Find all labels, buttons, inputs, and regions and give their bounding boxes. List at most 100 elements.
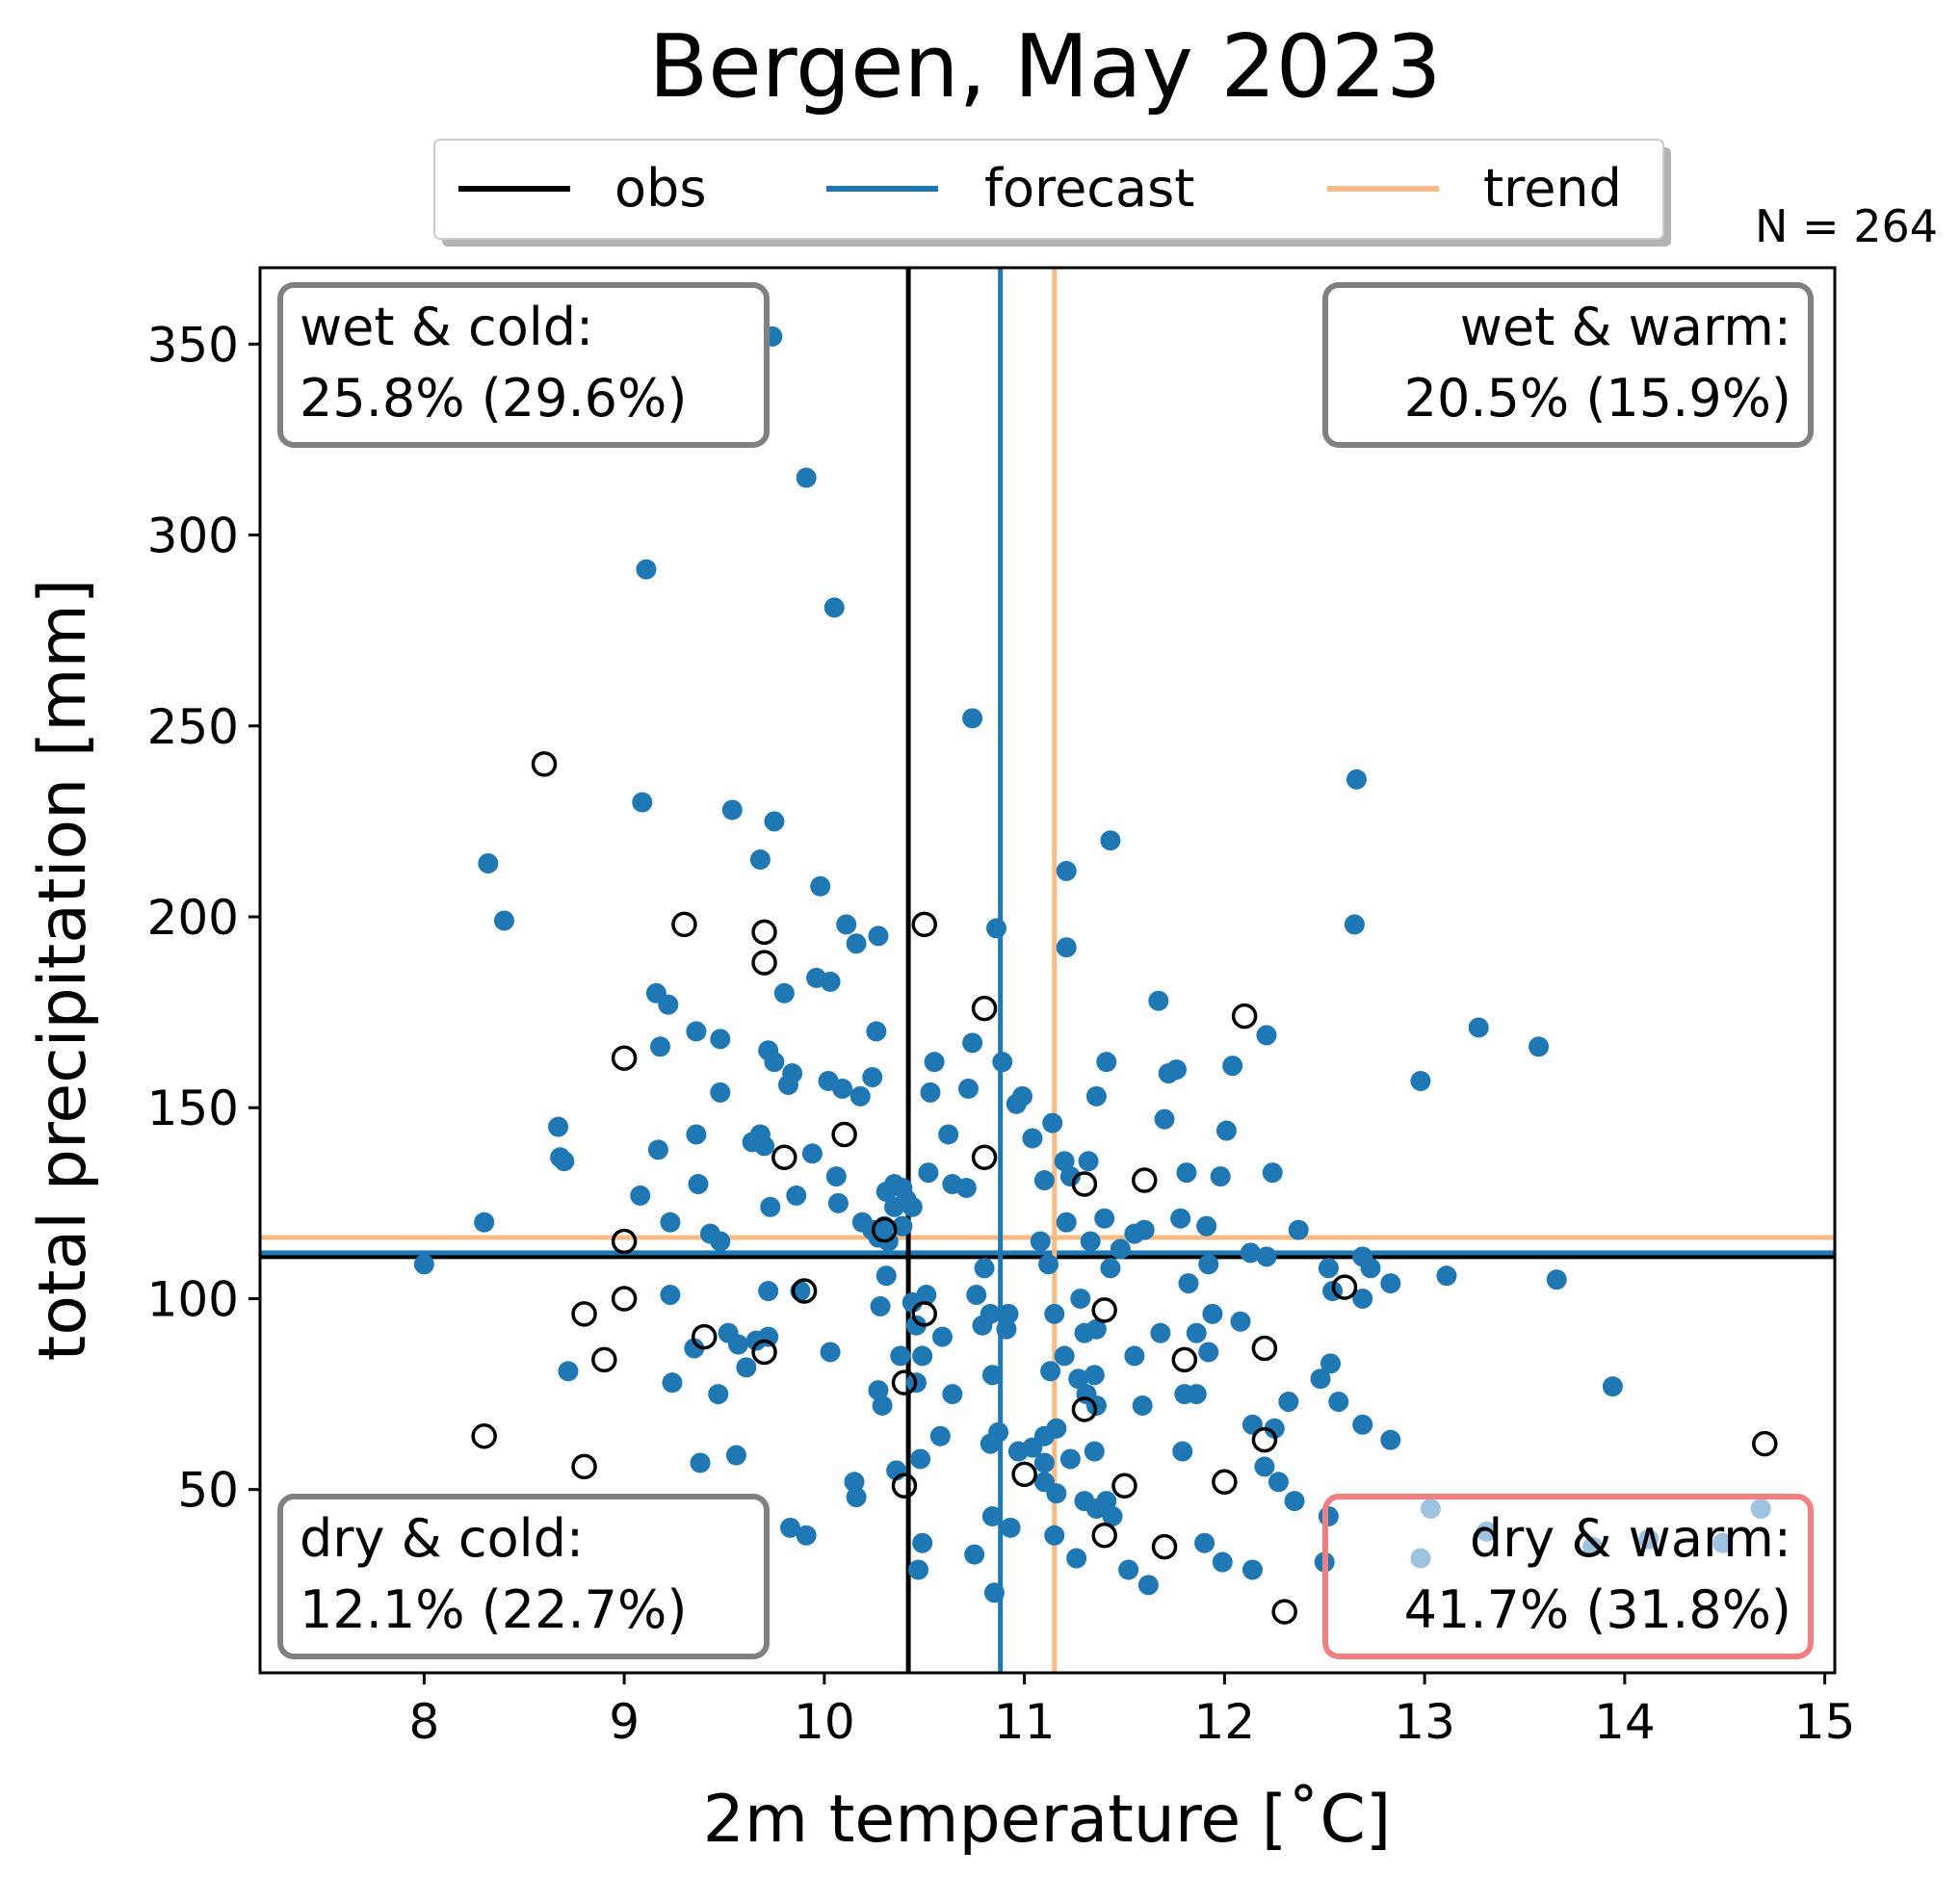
forecast-point	[1033, 1452, 1055, 1473]
forecast-point	[1084, 1365, 1105, 1386]
forecast-point	[938, 1124, 959, 1145]
obs-point	[751, 950, 777, 976]
forecast-point	[413, 1254, 434, 1275]
forecast-point	[1056, 937, 1077, 958]
forecast-point	[721, 799, 743, 821]
forecast-point	[1176, 1162, 1197, 1184]
forecast-point	[1241, 1559, 1263, 1580]
obs-point	[611, 1045, 638, 1071]
y-axis-label: total precipitation [mm]	[25, 579, 101, 1362]
forecast-point	[1150, 1322, 1171, 1343]
obs-point	[1071, 1396, 1098, 1422]
y-tick-label: 50	[177, 1463, 239, 1519]
quadrant-dry-warm-values: 41.7% (31.8%)	[1404, 1579, 1791, 1640]
forecast-point	[478, 852, 499, 873]
y-tick-label: 300	[147, 508, 239, 564]
forecast-point	[1110, 1238, 1131, 1260]
forecast-point	[1054, 1151, 1075, 1172]
forecast-point	[942, 1384, 963, 1405]
obs-point	[1091, 1297, 1117, 1323]
obs-point	[751, 1339, 777, 1366]
forecast-point	[868, 925, 889, 947]
x-tick-label: 15	[1794, 1694, 1856, 1750]
x-axis-label: 2m temperature [˚C]	[703, 1782, 1392, 1858]
forecast-point-faded	[1410, 1548, 1431, 1569]
forecast-point	[1137, 1575, 1159, 1596]
forecast-point	[630, 1185, 651, 1206]
y-axis: 50 100 150 200 250 300 350	[147, 317, 260, 1519]
obs-point	[471, 1422, 497, 1449]
forecast-point	[1040, 1361, 1061, 1382]
forecast-point	[493, 910, 514, 931]
forecast-point	[974, 1258, 995, 1279]
forecast-point	[866, 1021, 887, 1042]
quadrant-wet-warm-title: wet & warm:	[1460, 297, 1791, 357]
legend-label-obs: obs	[614, 158, 706, 219]
obs-point	[831, 1121, 857, 1148]
quadrant-dry-cold-box	[277, 1494, 770, 1659]
forecast-point	[1022, 1128, 1043, 1149]
obs-point	[671, 911, 697, 938]
forecast-point	[1320, 1353, 1341, 1374]
forecast-point	[647, 1139, 668, 1160]
forecast-point	[981, 1505, 1003, 1526]
forecast-point	[1044, 1303, 1065, 1324]
forecast-point	[1546, 1269, 1567, 1290]
obs-point	[971, 995, 998, 1022]
forecast-point	[686, 1021, 707, 1042]
obs-point	[1132, 1167, 1158, 1193]
forecast-point	[684, 1338, 705, 1359]
forecast-point	[980, 1433, 1001, 1454]
forecast-point	[1070, 1288, 1091, 1309]
forecast-point	[1154, 1108, 1175, 1130]
x-tick-label: 14	[1594, 1694, 1656, 1750]
obs-point	[531, 751, 558, 777]
forecast-point	[1264, 1418, 1285, 1439]
forecast-point	[1096, 1491, 1117, 1512]
forecast-point	[955, 1177, 977, 1198]
forecast-point	[548, 1116, 569, 1137]
obs-point	[1231, 1003, 1258, 1030]
forecast-point	[1056, 1212, 1077, 1233]
forecast-point	[1198, 1342, 1219, 1363]
obs-point	[1171, 1346, 1198, 1373]
forecast-point	[823, 597, 845, 618]
forecast-point	[749, 849, 771, 871]
forecast-point	[1068, 1369, 1089, 1390]
obs-point	[1251, 1426, 1278, 1453]
forecast-point	[728, 1334, 749, 1355]
forecast-point	[1085, 1085, 1107, 1107]
forecast-point	[1198, 1254, 1219, 1275]
forecast-point	[1210, 1166, 1231, 1187]
quadrant-wet-warm-box	[1322, 282, 1814, 448]
forecast-point	[870, 1295, 891, 1317]
quadrant-dry-cold: dry & cold: 12.1% (22.7%)	[277, 1494, 770, 1659]
forecast-point	[1100, 830, 1121, 851]
forecast-point	[1132, 1395, 1153, 1416]
obs-point	[1011, 1461, 1037, 1488]
forecast-point	[1318, 1505, 1339, 1526]
forecast-point	[1215, 1120, 1237, 1141]
forecast-point	[1059, 1166, 1081, 1187]
x-tick-label: 11	[994, 1694, 1056, 1750]
obs-point	[1271, 1599, 1297, 1625]
obs-point	[1091, 1523, 1117, 1549]
obs-point	[971, 1144, 998, 1171]
forecast-point	[986, 918, 1007, 939]
quadrant-wet-cold-box	[277, 282, 770, 448]
forecast-point	[1240, 1242, 1261, 1264]
forecast-point	[929, 1425, 951, 1447]
forecast-point	[1096, 1052, 1117, 1073]
obs-point	[1111, 1473, 1137, 1499]
forecast-point	[1262, 1162, 1283, 1184]
forecast-point	[1094, 1208, 1115, 1229]
forecast-point	[636, 559, 657, 580]
obs-point	[571, 1301, 597, 1327]
forecast-point	[632, 792, 653, 813]
forecast-point	[1178, 1273, 1199, 1294]
legend-frame	[433, 139, 1664, 240]
forecast-point	[1310, 1369, 1331, 1390]
forecast-point	[820, 1342, 841, 1363]
forecast-point	[964, 1544, 985, 1565]
legend: obs forecast trend	[433, 139, 1671, 247]
